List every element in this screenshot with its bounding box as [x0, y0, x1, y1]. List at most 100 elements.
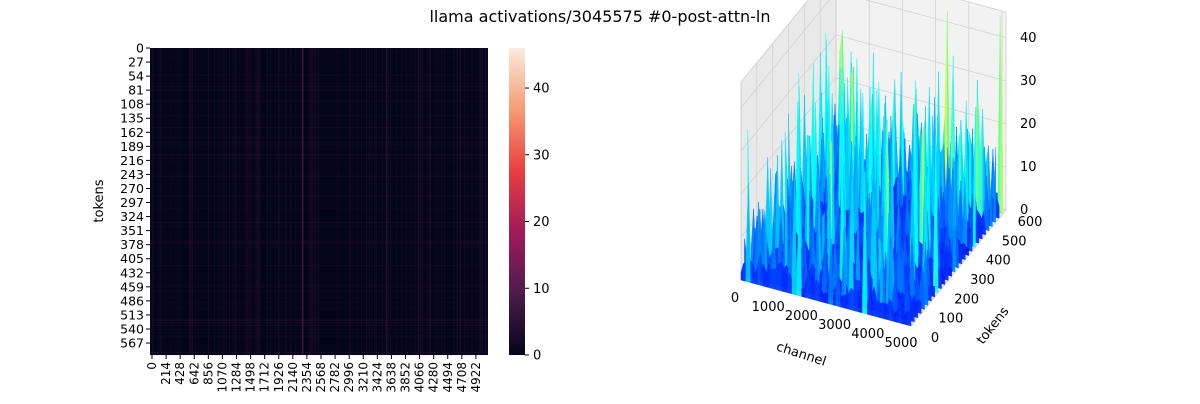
heatmap-x-tick-label: 856: [201, 362, 215, 385]
heatmap-column-streak: [153, 48, 154, 355]
heatmap-row-streak: [150, 291, 488, 292]
surface-facet: [989, 163, 993, 227]
heatmap-column-streak: [480, 48, 481, 355]
heatmap-column-streak: [235, 48, 236, 355]
heatmap-row-streak: [150, 226, 488, 227]
heatmap-column-streak: [420, 48, 422, 355]
surface-facet: [986, 175, 990, 231]
heatmap-column-streak: [486, 48, 488, 355]
heatmap-column-streak: [374, 48, 376, 355]
heatmap-column-streak: [232, 48, 234, 355]
heatmap-y-axis-label: tokens: [92, 179, 107, 222]
surface-facet: [952, 197, 956, 273]
surface-facet: [823, 292, 827, 304]
heatmap-column-streak: [179, 48, 180, 355]
heatmap-column-streak: [417, 48, 419, 355]
heatmap-column-streak: [349, 48, 351, 355]
heatmap-x-tick-label: 2996: [342, 362, 356, 393]
surface-facet: [969, 217, 973, 252]
heatmap-column-streak: [453, 48, 455, 355]
colorbar-tick-label: 10: [533, 282, 550, 297]
heatmap-column-streak: [176, 48, 178, 355]
heatmap-column-streak: [238, 48, 240, 355]
heatmap-column-streak: [190, 48, 192, 355]
surface-facet: [918, 298, 922, 314]
surface-facet: [959, 245, 963, 265]
heatmap-column-streak: [456, 48, 458, 355]
heatmap-column-streak: [388, 48, 389, 355]
heatmap-column-streak: [395, 48, 397, 355]
heatmap-row-streak: [150, 75, 488, 77]
heatmap-column-streak: [221, 48, 223, 355]
surface-z-tick-label: 40: [1020, 31, 1037, 46]
surface-z-tick-label: 30: [1020, 74, 1037, 89]
heatmap-row-streak: [150, 325, 488, 326]
surface-y-tick-label: 600: [1018, 215, 1043, 230]
surface-facet: [928, 280, 932, 302]
surface-facet: [1000, 15, 1003, 215]
surface-facet: [966, 246, 969, 256]
heatmap-column-streak: [259, 48, 261, 355]
surface-facet: [806, 276, 810, 299]
heatmap-column-streak: [400, 48, 402, 355]
heatmap-column-streak: [244, 48, 246, 355]
heatmap-row-streak: [150, 157, 488, 159]
heatmap-column-streak: [266, 48, 268, 355]
surface-y-axis-label: tokens: [974, 304, 1013, 347]
heatmap-column-streak: [482, 48, 483, 355]
heatmap-column-streak: [317, 48, 318, 355]
surface-facet: [996, 197, 1000, 219]
heatmap-x-tick-label: 4494: [441, 362, 455, 393]
heatmap-column-streak: [454, 48, 455, 355]
heatmap-column-streak: [352, 48, 354, 355]
heatmap-row-streak: [150, 50, 488, 52]
heatmap-x-tick-label: 4708: [455, 362, 469, 393]
heatmap-column-streak: [255, 48, 257, 355]
heatmap-column-streak: [375, 48, 377, 355]
heatmap-column-streak: [232, 48, 234, 355]
surface-facet: [808, 278, 812, 300]
heatmap-column-streak: [251, 48, 253, 355]
heatmap-column-streak: [257, 48, 259, 355]
surface-facet: [750, 260, 754, 284]
heatmap-x-tick-label: 3210: [356, 362, 370, 393]
heatmap-column-streak: [366, 48, 367, 355]
heatmap-y-tick-label: 324: [120, 209, 144, 224]
heatmap-y-tick-label: 432: [120, 265, 144, 280]
heatmap-x-tick-label: 2140: [286, 362, 300, 393]
heatmap-x-tick-label: 2782: [328, 362, 342, 393]
heatmap-column-streak: [357, 48, 359, 355]
heatmap-row-streak: [150, 195, 488, 197]
heatmap-column-streak: [361, 48, 363, 355]
surface-x-tick-label: 1000: [752, 300, 785, 315]
heatmap-column-streak: [410, 48, 411, 355]
heatmap-column-streak: [294, 48, 296, 355]
surface-facet: [801, 287, 805, 298]
surface-grid-line: [740, 77, 1007, 195]
heatmap-column-streak: [229, 48, 231, 355]
heatmap-x-tick-label: 428: [173, 362, 187, 385]
surface-y-tick-label: 0: [931, 331, 939, 346]
heatmap-row-streak: [150, 331, 488, 333]
heatmap-column-streak: [313, 48, 315, 355]
heatmap-column-streak: [281, 48, 283, 355]
heatmap-column-streak: [285, 48, 286, 355]
heatmap-y-tick-label: 270: [120, 181, 144, 196]
surface-y-tick-label: 200: [954, 292, 979, 307]
surface-facet: [949, 265, 952, 277]
heatmap-column-streak: [467, 48, 469, 355]
heatmap-column-streak: [286, 48, 288, 355]
heatmap-column-streak: [151, 48, 153, 355]
heatmap-y-tick-label: 567: [120, 336, 144, 351]
heatmap-row-streak: [150, 83, 488, 85]
surface-y-ticks: 0 100 200 300 400 500 600: [931, 215, 1043, 346]
heatmap-column-streak: [318, 48, 320, 355]
heatmap-column-streak: [469, 48, 470, 355]
heatmap-column-streak: [414, 48, 416, 355]
surface-facet: [840, 295, 844, 308]
surface-facet: [968, 131, 972, 217]
surface-facet: [825, 292, 829, 304]
heatmap-column-streak: [416, 48, 418, 355]
heatmap-column-streak: [289, 48, 291, 355]
heatmap-y-tick-label: 378: [120, 237, 144, 252]
